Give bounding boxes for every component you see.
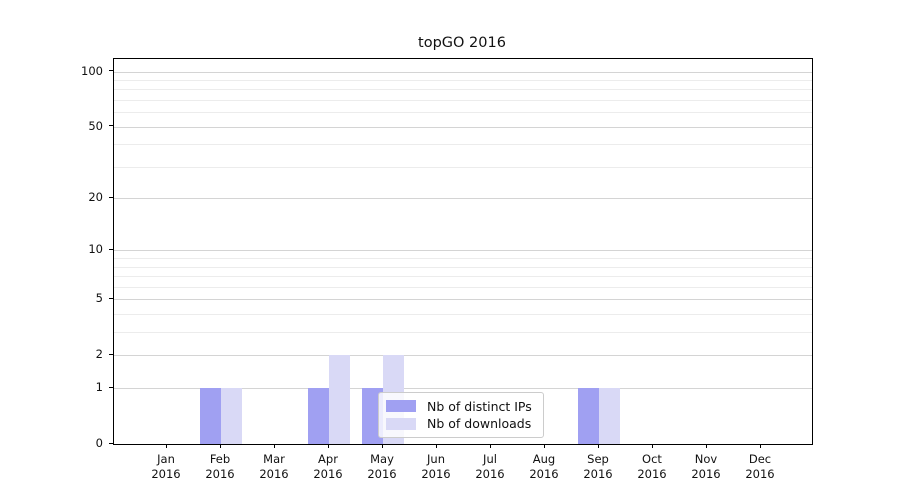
x-tick-label-sep: Sep 2016 bbox=[583, 452, 613, 481]
bar-nb-of-downloads-apr bbox=[329, 355, 350, 444]
gridline-minor-70 bbox=[114, 99, 812, 101]
bar-nb-of-distinct-ips-apr bbox=[308, 388, 329, 444]
x-tick-jun bbox=[435, 444, 437, 449]
x-tick-oct bbox=[651, 444, 653, 449]
legend-label-downloads: Nb of downloads bbox=[427, 416, 532, 432]
y-tick-label-20: 20 bbox=[88, 190, 103, 205]
y-tick-20 bbox=[108, 196, 113, 198]
x-tick-dec bbox=[759, 444, 761, 449]
plot-area bbox=[113, 58, 813, 445]
x-tick-label-jul: Jul 2016 bbox=[475, 452, 505, 481]
legend-swatch-downloads bbox=[386, 417, 416, 430]
x-tick-label-dec: Dec 2016 bbox=[745, 452, 775, 481]
x-tick-apr bbox=[327, 444, 329, 449]
y-tick-50 bbox=[108, 125, 113, 127]
y-tick-1 bbox=[108, 386, 113, 388]
x-tick-label-may: May 2016 bbox=[367, 452, 397, 481]
y-tick-5 bbox=[108, 297, 113, 300]
x-tick-label-nov: Nov 2016 bbox=[691, 452, 721, 481]
legend-label-distinct-ips: Nb of distinct IPs bbox=[427, 398, 532, 414]
x-tick-label-apr: Apr 2016 bbox=[313, 452, 343, 481]
gridline-major-50 bbox=[114, 126, 812, 128]
gridline-major-2 bbox=[114, 355, 812, 357]
gridline-minor-3 bbox=[114, 332, 812, 334]
y-tick-label-2: 2 bbox=[95, 347, 103, 362]
bar-nb-of-downloads-sep bbox=[599, 388, 620, 444]
y-tick-label-10: 10 bbox=[88, 242, 103, 257]
gridline-minor-80 bbox=[114, 89, 812, 91]
bar-nb-of-distinct-ips-feb bbox=[200, 388, 221, 444]
legend-entry-downloads: Nb of downloads bbox=[386, 416, 536, 431]
gridline-minor-30 bbox=[114, 166, 812, 168]
bar-nb-of-distinct-ips-sep bbox=[578, 388, 599, 444]
bar-nb-of-distinct-ips-may bbox=[362, 388, 383, 444]
x-tick-mar bbox=[273, 444, 275, 449]
x-tick-aug bbox=[543, 444, 545, 449]
x-tick-sep bbox=[597, 444, 599, 449]
x-tick-jan bbox=[165, 444, 167, 449]
y-tick-label-1: 1 bbox=[95, 380, 103, 395]
x-tick-label-jun: Jun 2016 bbox=[421, 452, 451, 481]
y-tick-label-0: 0 bbox=[95, 436, 103, 450]
x-tick-nov bbox=[705, 444, 707, 449]
x-tick-label-jan: Jan 2016 bbox=[151, 452, 181, 481]
x-tick-label-aug: Aug 2016 bbox=[529, 452, 559, 481]
gridline-major-20 bbox=[114, 198, 812, 200]
gridline-major-1 bbox=[114, 388, 812, 390]
y-tick-0 bbox=[108, 442, 113, 444]
x-tick-label-mar: Mar 2016 bbox=[259, 452, 289, 481]
y-tick-label-50: 50 bbox=[88, 118, 103, 133]
y-tick-2 bbox=[108, 353, 113, 356]
chart-title: topGO 2016 bbox=[418, 35, 506, 51]
gridline-minor-40 bbox=[114, 144, 812, 146]
gridline-major-10 bbox=[114, 250, 812, 252]
y-tick-label-100: 100 bbox=[81, 63, 103, 78]
gridline-minor-4 bbox=[114, 314, 812, 316]
gridline-minor-7 bbox=[114, 276, 812, 278]
y-tick-10 bbox=[108, 248, 113, 251]
x-tick-label-oct: Oct 2016 bbox=[637, 452, 667, 481]
gridline-minor-8 bbox=[114, 266, 812, 268]
x-tick-label-feb: Feb 2016 bbox=[205, 452, 235, 481]
gridline-minor-90 bbox=[114, 79, 812, 81]
gridline-minor-60 bbox=[114, 112, 812, 114]
bar-nb-of-downloads-feb bbox=[221, 388, 242, 444]
x-tick-jul bbox=[489, 444, 491, 449]
gridline-minor-6 bbox=[114, 286, 812, 288]
y-tick-100 bbox=[108, 70, 113, 72]
legend-swatch-distinct-ips bbox=[386, 400, 416, 413]
legend-entry-distinct-ips: Nb of distinct IPs bbox=[386, 399, 536, 414]
gridline-major-100 bbox=[114, 71, 812, 73]
y-tick-label-5: 5 bbox=[95, 291, 103, 306]
x-tick-may bbox=[381, 444, 383, 449]
legend: Nb of distinct IPs Nb of downloads bbox=[378, 392, 544, 438]
gridline-major-5 bbox=[114, 299, 812, 301]
x-tick-feb bbox=[219, 444, 221, 449]
gridline-minor-9 bbox=[114, 258, 812, 260]
